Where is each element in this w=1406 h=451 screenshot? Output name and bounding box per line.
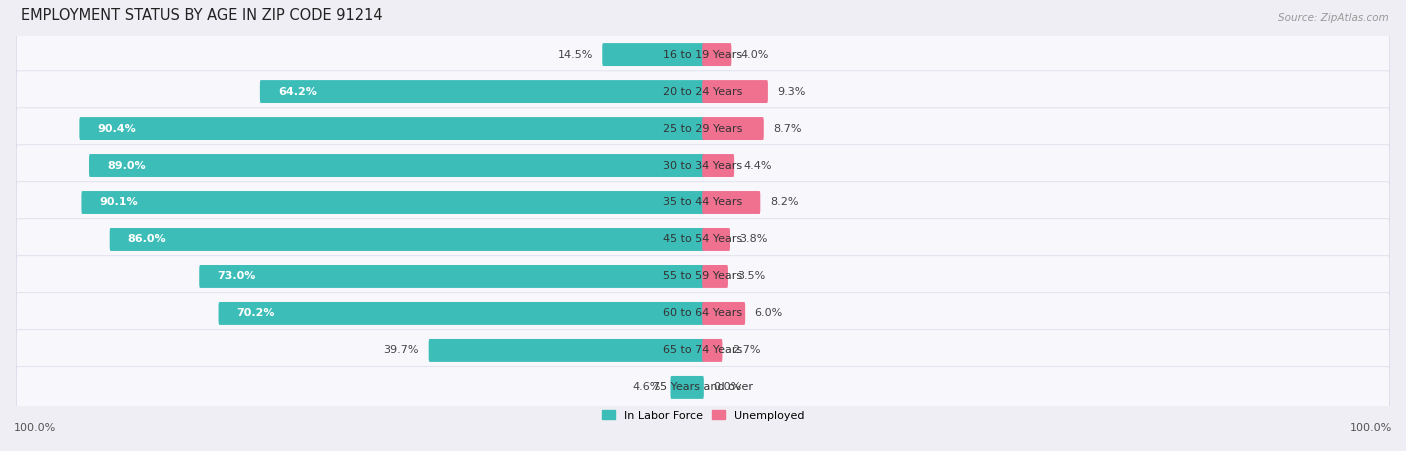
Text: 3.5%: 3.5% xyxy=(738,272,766,281)
FancyBboxPatch shape xyxy=(82,191,704,214)
Text: 8.7%: 8.7% xyxy=(773,124,801,133)
FancyBboxPatch shape xyxy=(671,376,704,399)
Text: 4.6%: 4.6% xyxy=(633,382,661,392)
Text: EMPLOYMENT STATUS BY AGE IN ZIP CODE 91214: EMPLOYMENT STATUS BY AGE IN ZIP CODE 912… xyxy=(21,8,382,23)
Legend: In Labor Force, Unemployed: In Labor Force, Unemployed xyxy=(602,410,804,421)
Text: 100.0%: 100.0% xyxy=(1350,423,1392,433)
FancyBboxPatch shape xyxy=(218,302,704,325)
Text: 6.0%: 6.0% xyxy=(755,308,783,318)
FancyBboxPatch shape xyxy=(17,330,1389,371)
Text: 39.7%: 39.7% xyxy=(384,345,419,355)
Text: 100.0%: 100.0% xyxy=(14,423,56,433)
FancyBboxPatch shape xyxy=(17,256,1389,297)
Text: 0.0%: 0.0% xyxy=(713,382,741,392)
Text: 55 to 59 Years: 55 to 59 Years xyxy=(664,272,742,281)
FancyBboxPatch shape xyxy=(200,265,704,288)
FancyBboxPatch shape xyxy=(702,117,763,140)
Text: 4.0%: 4.0% xyxy=(741,50,769,60)
Text: 2.7%: 2.7% xyxy=(733,345,761,355)
Text: Source: ZipAtlas.com: Source: ZipAtlas.com xyxy=(1278,13,1389,23)
FancyBboxPatch shape xyxy=(702,339,723,362)
FancyBboxPatch shape xyxy=(17,34,1389,75)
FancyBboxPatch shape xyxy=(79,117,704,140)
FancyBboxPatch shape xyxy=(429,339,704,362)
FancyBboxPatch shape xyxy=(17,367,1389,408)
Text: 73.0%: 73.0% xyxy=(218,272,256,281)
FancyBboxPatch shape xyxy=(702,302,745,325)
FancyBboxPatch shape xyxy=(702,154,734,177)
Text: 65 to 74 Years: 65 to 74 Years xyxy=(664,345,742,355)
Text: 89.0%: 89.0% xyxy=(107,161,146,170)
FancyBboxPatch shape xyxy=(702,43,731,66)
Text: 86.0%: 86.0% xyxy=(128,235,166,244)
FancyBboxPatch shape xyxy=(17,108,1389,149)
Text: 45 to 54 Years: 45 to 54 Years xyxy=(664,235,742,244)
FancyBboxPatch shape xyxy=(17,145,1389,186)
FancyBboxPatch shape xyxy=(702,265,728,288)
Text: 20 to 24 Years: 20 to 24 Years xyxy=(664,87,742,97)
FancyBboxPatch shape xyxy=(17,293,1389,334)
Text: 75 Years and over: 75 Years and over xyxy=(652,382,754,392)
FancyBboxPatch shape xyxy=(602,43,704,66)
FancyBboxPatch shape xyxy=(702,228,730,251)
Text: 64.2%: 64.2% xyxy=(278,87,316,97)
FancyBboxPatch shape xyxy=(702,80,768,103)
Text: 30 to 34 Years: 30 to 34 Years xyxy=(664,161,742,170)
Text: 16 to 19 Years: 16 to 19 Years xyxy=(664,50,742,60)
FancyBboxPatch shape xyxy=(110,228,704,251)
Text: 35 to 44 Years: 35 to 44 Years xyxy=(664,198,742,207)
Text: 8.2%: 8.2% xyxy=(770,198,799,207)
Text: 90.1%: 90.1% xyxy=(100,198,138,207)
FancyBboxPatch shape xyxy=(702,191,761,214)
FancyBboxPatch shape xyxy=(260,80,704,103)
Text: 3.8%: 3.8% xyxy=(740,235,768,244)
Text: 70.2%: 70.2% xyxy=(236,308,276,318)
Text: 4.4%: 4.4% xyxy=(744,161,772,170)
Text: 14.5%: 14.5% xyxy=(557,50,593,60)
FancyBboxPatch shape xyxy=(89,154,704,177)
Text: 60 to 64 Years: 60 to 64 Years xyxy=(664,308,742,318)
FancyBboxPatch shape xyxy=(17,219,1389,260)
FancyBboxPatch shape xyxy=(17,71,1389,112)
Text: 25 to 29 Years: 25 to 29 Years xyxy=(664,124,742,133)
Text: 90.4%: 90.4% xyxy=(97,124,136,133)
FancyBboxPatch shape xyxy=(17,182,1389,223)
Text: 9.3%: 9.3% xyxy=(778,87,806,97)
